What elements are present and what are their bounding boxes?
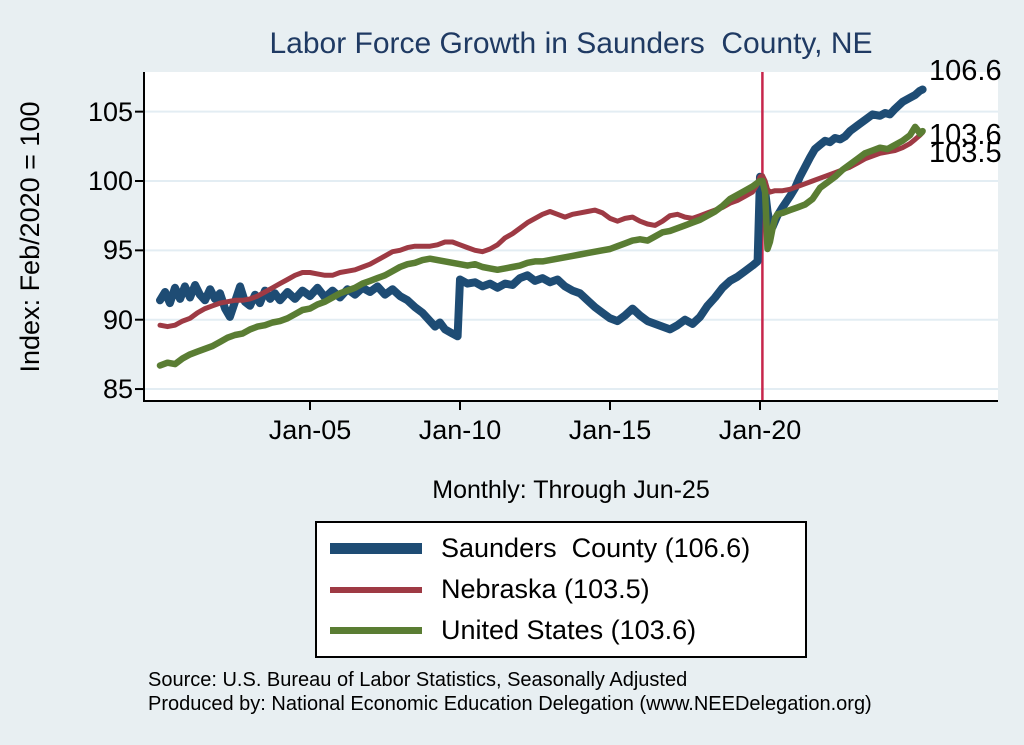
x-tick-label: Jan-10 bbox=[418, 415, 502, 445]
legend-key-line bbox=[330, 543, 422, 554]
y-tick-label: 105 bbox=[87, 96, 133, 127]
x-axis-note: Monthly: Through Jun-25 bbox=[432, 476, 710, 504]
legend-row: United States (103.6) bbox=[330, 615, 805, 646]
legend-label: Saunders County (106.6) bbox=[441, 533, 751, 563]
legend-label: United States (103.6) bbox=[441, 615, 697, 645]
legend-key-line bbox=[330, 627, 422, 634]
end-value-label: 103.5 bbox=[929, 137, 1002, 169]
y-tick-label: 90 bbox=[102, 304, 133, 335]
end-value-label: 106.6 bbox=[929, 55, 1002, 87]
y-tick-label: 95 bbox=[102, 235, 133, 266]
y-tick-label: 85 bbox=[102, 374, 133, 405]
legend-row: Saunders County (106.6) bbox=[330, 533, 805, 564]
legend-key-line bbox=[330, 586, 422, 593]
source-block: Source: U.S. Bureau of Labor Statistics,… bbox=[148, 668, 872, 716]
legend-row: Nebraska (103.5) bbox=[330, 574, 805, 605]
legend-label: Nebraska (103.5) bbox=[441, 574, 650, 604]
legend-box: Saunders County (106.6) Nebraska (103.5) U… bbox=[315, 521, 807, 658]
y-tick-label: 100 bbox=[87, 166, 133, 196]
x-tick-label: Jan-15 bbox=[568, 415, 652, 445]
plot-svg bbox=[135, 72, 998, 410]
plot-area bbox=[144, 72, 998, 401]
chart-title: Labor Force Growth in Saunders County, N… bbox=[269, 27, 873, 60]
series-line-1 bbox=[157, 130, 926, 330]
produced-by-line: Produced by: National Economic Education… bbox=[148, 693, 872, 715]
x-tick-label: Jan-05 bbox=[268, 415, 352, 445]
source-line: Source: U.S. Bureau of Labor Statistics,… bbox=[148, 669, 688, 691]
end-value-label: 103.6 bbox=[929, 119, 1002, 151]
x-tick-label: Jan-20 bbox=[718, 415, 802, 445]
series-line-2 bbox=[156, 123, 926, 369]
